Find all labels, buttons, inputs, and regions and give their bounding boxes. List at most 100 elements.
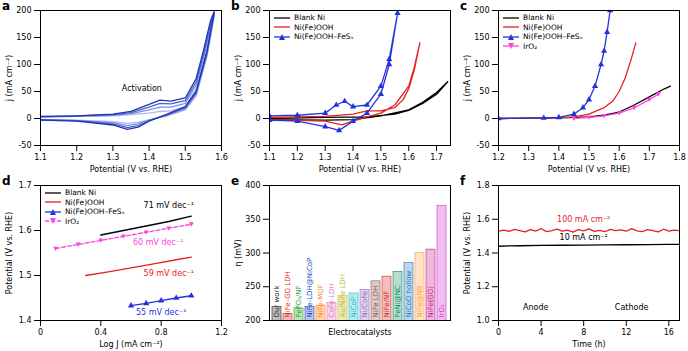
svg-text:200: 200 xyxy=(245,6,260,15)
svg-text:1.4: 1.4 xyxy=(347,153,360,162)
svg-text:1.1: 1.1 xyxy=(34,153,47,162)
svg-text:NiFe-MOF: NiFe-MOF xyxy=(317,284,325,317)
svg-text:1.3: 1.3 xyxy=(107,153,120,162)
svg-text:200: 200 xyxy=(474,6,489,15)
svg-text:Potential (V vs. RHE): Potential (V vs. RHE) xyxy=(548,165,630,174)
svg-text:Log J (mA cm⁻²): Log J (mA cm⁻²) xyxy=(99,340,162,349)
svg-text:Potential (V vs. RHE): Potential (V vs. RHE) xyxy=(463,212,472,294)
svg-text:1.8: 1.8 xyxy=(477,181,490,190)
svg-text:60 mV dec⁻¹: 60 mV dec⁻¹ xyxy=(133,238,183,247)
svg-text:NiFe(GO): NiFe(GO) xyxy=(427,286,435,318)
svg-text:1.4: 1.4 xyxy=(552,153,565,162)
svg-text:0: 0 xyxy=(26,114,31,123)
svg-text:1.0: 1.0 xyxy=(477,316,490,325)
svg-text:Potential (V vs. RHE): Potential (V vs. RHE) xyxy=(319,165,401,174)
svg-text:1.7: 1.7 xyxy=(430,153,443,162)
svg-text:NiFe LDH: NiFe LDH xyxy=(372,286,380,318)
svg-text:250: 250 xyxy=(245,282,260,291)
svg-text:Potential (V vs. RHE): Potential (V vs. RHE) xyxy=(5,212,14,294)
svg-text:FeNi@NC: FeNi@NC xyxy=(394,285,402,317)
svg-text:CoFe-LDH: CoFe-LDH xyxy=(328,283,336,317)
svg-text:-50: -50 xyxy=(476,141,489,150)
svg-text:0: 0 xyxy=(38,328,43,337)
svg-text:1.7: 1.7 xyxy=(643,153,656,162)
svg-text:1.3: 1.3 xyxy=(522,153,535,162)
svg-text:12: 12 xyxy=(621,328,631,337)
svg-text:0: 0 xyxy=(255,114,260,123)
svg-text:71 mV dec⁻¹: 71 mV dec⁻¹ xyxy=(144,201,194,210)
svg-text:16: 16 xyxy=(664,328,674,337)
svg-text:IrO₂: IrO₂ xyxy=(438,304,446,317)
svg-text:150: 150 xyxy=(245,33,260,42)
svg-text:100: 100 xyxy=(474,60,489,69)
svg-text:1.4: 1.4 xyxy=(477,249,490,258)
svg-text:55 mV dec⁻¹: 55 mV dec⁻¹ xyxy=(136,308,186,317)
svg-text:0: 0 xyxy=(484,114,489,123)
svg-text:100: 100 xyxy=(16,60,31,69)
svg-text:1.3: 1.3 xyxy=(319,153,332,162)
svg-text:1.2: 1.2 xyxy=(291,153,304,162)
svg-text:300: 300 xyxy=(245,249,260,258)
svg-text:100: 100 xyxy=(245,60,260,69)
svg-text:59 mV dec⁻¹: 59 mV dec⁻¹ xyxy=(144,269,194,278)
svg-text:1.5: 1.5 xyxy=(179,153,192,162)
svg-text:1.6: 1.6 xyxy=(215,153,228,162)
svg-text:NiFe/NF: NiFe/NF xyxy=(383,291,391,318)
svg-text:-50: -50 xyxy=(247,141,260,150)
svg-text:Activation: Activation xyxy=(122,84,162,93)
svg-text:FePO₄/NF: FePO₄/NF xyxy=(295,285,303,317)
svg-text:100 mA cm⁻²: 100 mA cm⁻² xyxy=(557,215,610,224)
svg-text:150: 150 xyxy=(16,33,31,42)
svg-text:1.4: 1.4 xyxy=(19,316,32,325)
svg-text:NiFe–GO LDH: NiFe–GO LDH xyxy=(284,271,292,317)
svg-text:Cathode: Cathode xyxy=(615,303,649,312)
svg-text:200: 200 xyxy=(16,6,31,15)
svg-text:NiFe@NB: NiFe@NB xyxy=(416,285,424,317)
svg-text:0: 0 xyxy=(496,328,501,337)
svg-text:150: 150 xyxy=(474,33,489,42)
html-text:Ni(Fe)OOH: Ni(Fe)OOH xyxy=(294,22,334,32)
svg-text:50: 50 xyxy=(250,87,260,96)
svg-text:0.4: 0.4 xyxy=(94,328,107,337)
svg-text:50: 50 xyxy=(479,87,489,96)
svg-text:1.5: 1.5 xyxy=(375,153,388,162)
svg-text:j (mA cm⁻²): j (mA cm⁻²) xyxy=(5,55,14,102)
svg-text:Ni/CoFe: Ni/CoFe xyxy=(361,291,369,318)
svg-text:1.6: 1.6 xyxy=(613,153,626,162)
svg-text:Au/NiFe LDH: Au/NiFe LDH xyxy=(339,274,347,318)
svg-text:η (mV): η (mV) xyxy=(234,239,243,266)
svg-text:400: 400 xyxy=(245,181,260,190)
svg-text:Time (h): Time (h) xyxy=(571,340,605,349)
svg-text:1.2: 1.2 xyxy=(477,282,490,291)
svg-text:1.2: 1.2 xyxy=(70,153,83,162)
svg-text:1.2: 1.2 xyxy=(492,153,505,162)
svg-text:1.1: 1.1 xyxy=(263,153,276,162)
svg-text:1.2: 1.2 xyxy=(215,328,228,337)
svg-text:NiFe-LDH@NiCoP: NiFe-LDH@NiCoP xyxy=(306,258,314,318)
svg-text:0.8: 0.8 xyxy=(155,328,168,337)
svg-text:4: 4 xyxy=(539,328,544,337)
svg-text:50: 50 xyxy=(21,87,31,96)
svg-text:Anode: Anode xyxy=(523,303,549,312)
svg-text:Potential (V vs. RHE): Potential (V vs. RHE) xyxy=(90,165,172,174)
svg-text:8: 8 xyxy=(581,328,586,337)
svg-text:Electrocatalysts: Electrocatalysts xyxy=(328,328,392,337)
svg-text:350: 350 xyxy=(245,215,260,224)
svg-text:-50: -50 xyxy=(18,141,31,150)
svg-text:NiCoO hollow: NiCoO hollow xyxy=(405,271,413,318)
svg-text:j (mA cm⁻²): j (mA cm⁻²) xyxy=(463,55,472,102)
svg-text:1.4: 1.4 xyxy=(143,153,156,162)
svg-text:1.5: 1.5 xyxy=(19,271,32,280)
svg-text:1.5: 1.5 xyxy=(583,153,596,162)
svg-text:1.6: 1.6 xyxy=(402,153,415,162)
svg-text:Our work: Our work xyxy=(273,285,281,318)
svg-text:NiCoP: NiCoP xyxy=(350,297,358,318)
svg-text:10 mA cm⁻²: 10 mA cm⁻² xyxy=(560,233,608,242)
svg-text:j (mA cm⁻²): j (mA cm⁻²) xyxy=(234,55,243,102)
html-text:Ni(Fe)OOH: Ni(Fe)OOH xyxy=(523,22,563,32)
svg-text:1.8: 1.8 xyxy=(673,153,686,162)
svg-text:1.7: 1.7 xyxy=(19,181,32,190)
svg-text:200: 200 xyxy=(245,316,260,325)
svg-text:1.6: 1.6 xyxy=(477,215,490,224)
svg-text:1.6: 1.6 xyxy=(19,226,32,235)
